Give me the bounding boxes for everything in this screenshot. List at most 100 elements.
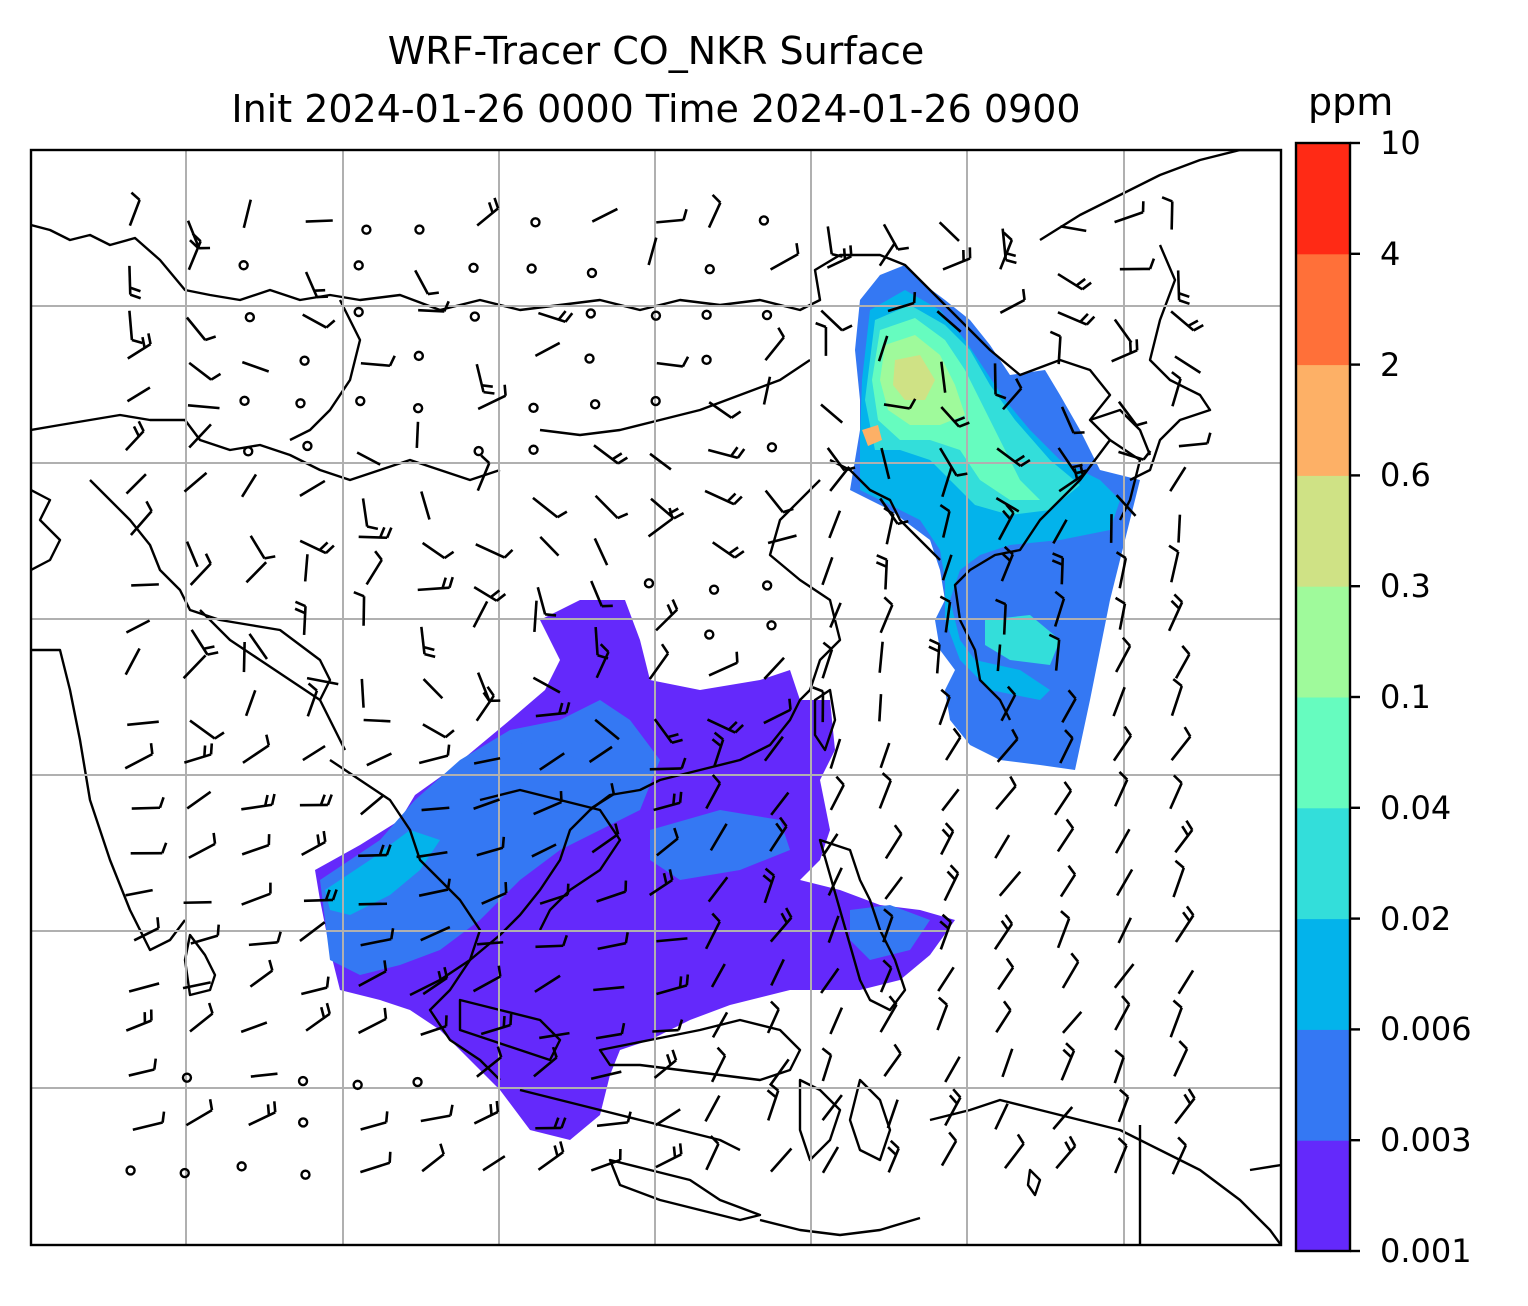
calm-wind-circle xyxy=(473,445,484,457)
calm-wind-circle xyxy=(650,310,662,321)
wind-barb-shaft xyxy=(183,753,212,764)
wind-barb-shaft xyxy=(539,1031,570,1040)
wind-barb-shaft xyxy=(421,1153,445,1173)
wind-barb-flag xyxy=(207,1002,214,1014)
wind-barb-shaft xyxy=(299,539,327,555)
wind-barb-shaft xyxy=(1057,272,1084,291)
wind-barb-shaft xyxy=(127,343,152,360)
wind-barb-shaft xyxy=(125,619,151,634)
wind-barb-flag xyxy=(1118,770,1129,781)
colorbar-swatch xyxy=(1296,807,1350,920)
wind-barb-flag xyxy=(883,506,894,516)
calm-wind-circle xyxy=(528,402,539,414)
wind-barb-flag xyxy=(1067,864,1077,876)
wind-barb-flag xyxy=(672,793,676,805)
wind-barb-shaft xyxy=(829,602,842,628)
wind-barb-shaft xyxy=(820,403,844,424)
wind-barb-shaft xyxy=(879,742,891,769)
wind-barb-shaft xyxy=(475,363,485,393)
wind-barb-flag xyxy=(766,1089,777,1099)
wind-barb-shaft xyxy=(128,265,132,295)
wind-barb-shaft xyxy=(1172,867,1186,898)
wind-barb-shaft xyxy=(709,823,728,852)
wind-barb-shaft xyxy=(242,199,253,229)
wind-barb-flag xyxy=(893,824,903,835)
wind-barb-flag xyxy=(1060,910,1071,920)
wind-barb-flag xyxy=(446,744,451,756)
calm-wind-circle xyxy=(701,354,712,366)
wind-barb-shaft xyxy=(656,937,688,943)
wind-barb-flag xyxy=(424,652,436,659)
wind-barb-shaft xyxy=(1000,553,1014,582)
wind-barb-shaft xyxy=(418,888,449,897)
wind-barb-flag xyxy=(374,550,383,561)
wind-barb-flag xyxy=(129,286,141,293)
wind-barb-shaft xyxy=(358,853,387,858)
calm-wind-circle xyxy=(766,442,778,453)
wind-barb-flag xyxy=(1049,330,1061,338)
wind-barb-shaft xyxy=(418,308,445,313)
wind-barb-flag xyxy=(1178,299,1190,306)
wind-barb-flag xyxy=(489,1103,493,1116)
wind-barb-flag xyxy=(325,976,330,988)
wind-barb-flag xyxy=(673,827,680,839)
calm-wind-circle xyxy=(643,578,655,589)
wind-barb-shaft xyxy=(185,541,199,568)
wind-barb-shaft xyxy=(420,1114,451,1123)
wind-barb-shaft xyxy=(358,902,388,906)
wind-barb-shaft xyxy=(188,423,212,449)
wind-barb-flag xyxy=(483,390,495,395)
wind-barb-flag xyxy=(156,917,160,929)
wind-barb-shaft xyxy=(593,444,619,465)
wind-barb-shaft xyxy=(939,447,958,477)
wind-barb-shaft xyxy=(241,360,270,373)
wind-barb-shaft xyxy=(938,221,960,242)
wind-barb-shaft xyxy=(532,496,559,519)
wind-barb-flag xyxy=(325,319,336,329)
wind-barb-flag xyxy=(1068,1135,1077,1147)
wind-barb-shaft xyxy=(829,1007,844,1035)
calm-wind-circle xyxy=(704,629,715,640)
wind-barb-shaft xyxy=(124,430,145,452)
wind-barb-flag xyxy=(495,1100,500,1113)
wind-barb-shaft xyxy=(1113,1056,1125,1084)
wind-barb-flag xyxy=(1051,559,1063,566)
calm-wind-circle xyxy=(469,311,481,322)
wind-barb-shaft xyxy=(994,834,1011,859)
calm-wind-circle xyxy=(468,262,479,273)
wind-barb-flag xyxy=(1004,914,1014,925)
wind-barb-shaft xyxy=(420,626,426,655)
wind-barb-flag xyxy=(480,454,491,465)
wind-barb-flag xyxy=(294,607,306,615)
wind-barb-shaft xyxy=(708,401,733,419)
wind-barb-shaft xyxy=(1170,310,1195,332)
wind-barb-shaft xyxy=(590,1070,622,1081)
wind-barb-flag xyxy=(307,682,318,692)
wind-barb-shaft xyxy=(1058,474,1084,493)
colorbar-tick-label: 0.003 xyxy=(1380,1121,1472,1160)
wind-barb-flag xyxy=(556,510,568,519)
colorbar-tick-label: 0.04 xyxy=(1380,788,1452,827)
wind-barb-flag xyxy=(1181,645,1191,656)
calm-wind-circle xyxy=(297,1117,309,1128)
wind-barb-flag xyxy=(384,1111,389,1123)
wind-barb-flag xyxy=(265,734,271,746)
wind-barb-shaft xyxy=(597,941,627,951)
wind-barb-shaft xyxy=(656,984,688,996)
wind-barb-flag xyxy=(326,794,333,806)
wind-barb-shaft xyxy=(763,708,792,725)
wind-barb-shaft xyxy=(534,341,561,358)
wind-barb-flag xyxy=(822,641,833,651)
wind-barb-flag xyxy=(147,333,152,345)
wind-barb-shaft xyxy=(996,447,1022,468)
wind-barb-flag xyxy=(1172,678,1183,688)
wind-barb-shaft xyxy=(942,257,971,271)
wind-barb-flag xyxy=(216,924,220,936)
wind-barb-shaft xyxy=(999,239,1014,270)
wind-barb-shaft xyxy=(249,535,266,560)
wind-barb-flag xyxy=(958,421,970,428)
wind-barb-flag xyxy=(1005,258,1017,265)
wind-barb-flag xyxy=(383,1007,388,1020)
wind-barb-shaft xyxy=(190,934,219,945)
calm-wind-circle xyxy=(708,584,720,595)
